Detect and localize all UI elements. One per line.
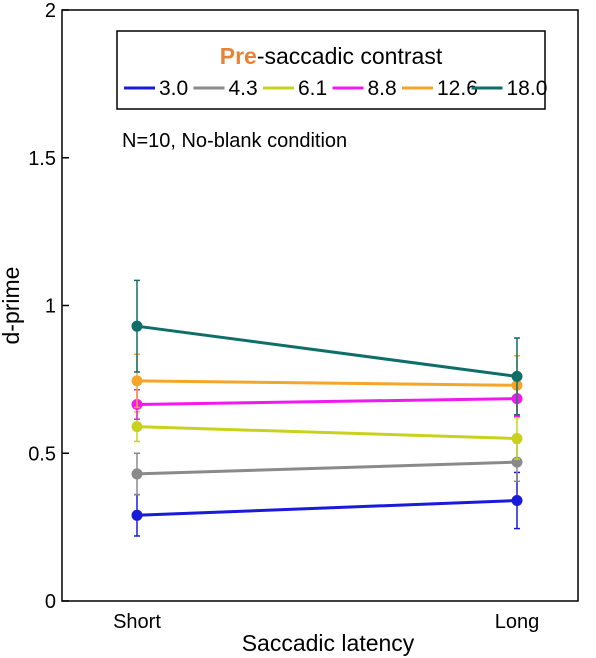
x-tick-label: Long: [495, 611, 540, 633]
legend-title: Pre-saccadic contrast: [220, 43, 443, 69]
legend-box: [116, 30, 546, 110]
y-tick-label: 0.5: [28, 443, 56, 465]
legend-item-18.0: 18.0: [471, 77, 548, 100]
legend-item-3.0: 3.0: [124, 77, 188, 100]
data-point: [131, 468, 143, 480]
y-tick-label: 2: [45, 0, 56, 22]
series-line: [136, 499, 518, 517]
series-layer: [131, 279, 523, 537]
data-point: [131, 320, 143, 332]
legend-label: 18.0: [507, 77, 548, 100]
series-12.6: [131, 353, 523, 416]
series-8.8: [131, 380, 523, 421]
legend-title-rest: -saccadic contrast: [257, 43, 443, 69]
legend-item-8.8: 8.8: [332, 77, 397, 100]
legend-item-4.3: 4.3: [193, 77, 258, 100]
series-line: [136, 397, 518, 406]
series-line: [136, 425, 518, 440]
data-point: [131, 421, 143, 433]
series-4.3: [131, 442, 523, 496]
series-18.0: [131, 279, 523, 416]
data-point: [511, 432, 523, 444]
series-line: [136, 379, 518, 387]
legend-items: 3.0 4.3 6.1 8.8 12.6 18.0: [124, 77, 547, 100]
legend-item-12.6: 12.6: [402, 77, 478, 100]
y-tick-label: 1: [45, 296, 56, 318]
data-point: [511, 370, 523, 382]
y-axis-label: d-prime: [0, 267, 24, 345]
y-tick-label: 1.5: [28, 148, 56, 170]
legend-label: 4.3: [229, 77, 258, 100]
y-axis: 0 0.5 1 1.5 2: [28, 0, 69, 613]
series-line: [136, 460, 518, 476]
legend-title-highlight: Pre: [220, 43, 257, 69]
series-3.0: [131, 471, 523, 537]
data-point: [131, 509, 143, 521]
legend-label: 8.8: [368, 77, 397, 100]
y-tick-label: 0: [45, 591, 56, 613]
series-line: [136, 324, 518, 378]
chart-annotation: N=10, No-blank condition: [122, 130, 347, 152]
x-axis-label: Saccadic latency: [242, 630, 415, 656]
series-6.1: [131, 411, 523, 460]
legend-label: 6.1: [298, 77, 327, 100]
data-point: [511, 495, 523, 507]
x-axis: Short Long: [113, 611, 539, 633]
legend: Pre-saccadic contrast 3.0 4.3 6.1 8.8 12.6 18…: [116, 30, 547, 110]
legend-label: 12.6: [437, 77, 478, 100]
legend-label: 3.0: [159, 77, 188, 100]
x-tick-label: Short: [113, 611, 161, 633]
data-point: [131, 375, 143, 387]
legend-item-6.1: 6.1: [263, 77, 327, 100]
